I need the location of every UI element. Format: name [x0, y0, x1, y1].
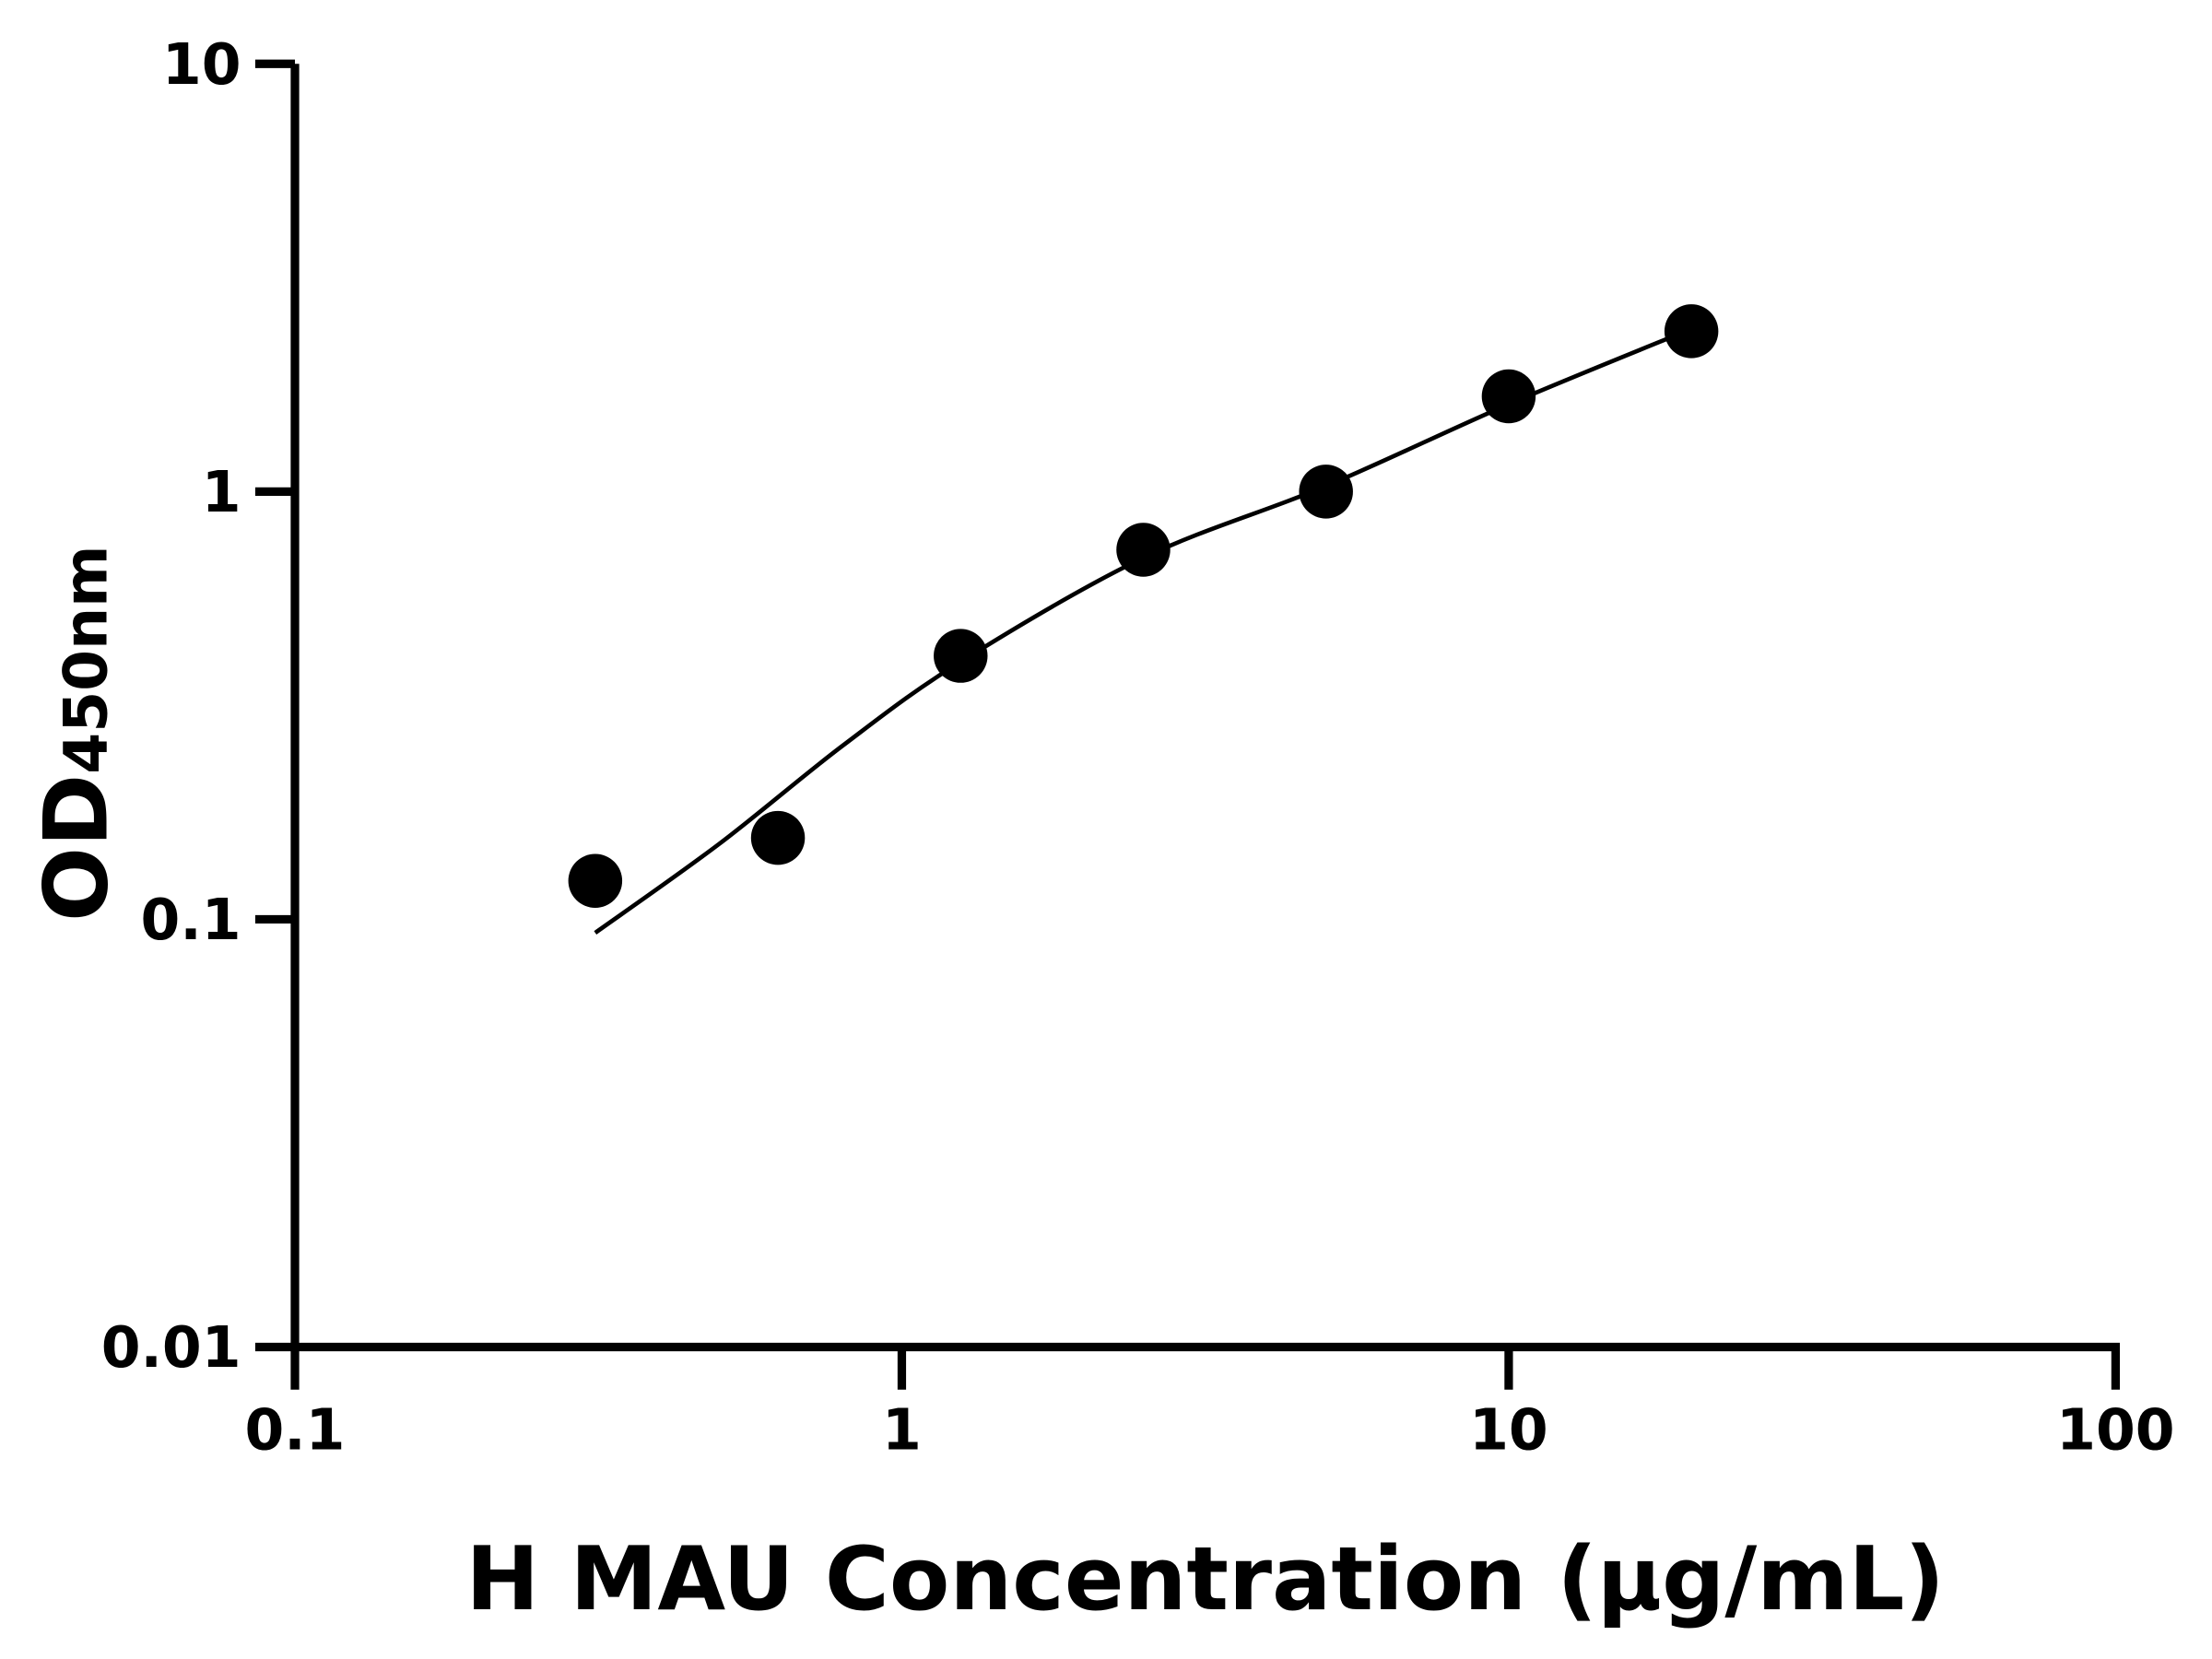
x-tick-label: 0.1 [245, 1396, 346, 1463]
x-axis-label: H MAU Concentration (μg/mL) [465, 1528, 1945, 1630]
data-point [1481, 369, 1536, 424]
data-point [934, 629, 988, 683]
y-tick-label: 1 [202, 459, 241, 525]
y-tick-label: 0.1 [141, 887, 241, 953]
data-points [568, 304, 1719, 908]
x-tick-label: 1 [882, 1396, 922, 1463]
data-point [750, 810, 806, 865]
x-tick-label: 10 [1469, 1396, 1548, 1463]
data-point [1664, 304, 1719, 359]
x-tick-label: 100 [2056, 1396, 2174, 1463]
data-point [568, 853, 623, 908]
y-axis-label-main: OD [25, 774, 127, 922]
data-point [1299, 465, 1353, 519]
y-tick-label: 10 [162, 31, 241, 98]
data-point [1116, 523, 1171, 577]
y-tick-label: 0.01 [101, 1314, 241, 1381]
y-axis-label-subscript: 450nm [52, 546, 121, 774]
y-axis-label: OD450nm [25, 546, 127, 922]
